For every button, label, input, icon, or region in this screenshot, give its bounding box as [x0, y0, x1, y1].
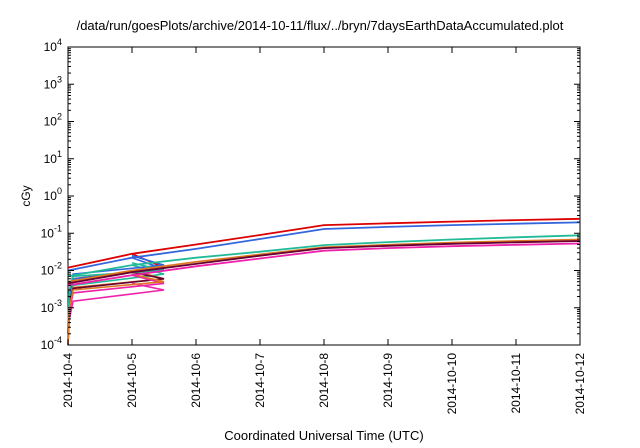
x-tick-label: 2014-10-8	[317, 353, 331, 408]
x-tick-label: 2014-10-10	[445, 353, 459, 415]
series-line	[67, 240, 581, 285]
y-axis: 10-4 10-3 10-2 10-1 100 101 102 103 104	[41, 37, 580, 352]
y-tick-label: 10-2	[41, 261, 62, 278]
y-tick-label: 10-3	[41, 298, 62, 315]
x-tick-label: 2014-10-7	[253, 353, 267, 408]
series-line	[67, 221, 581, 272]
x-tick-label: 2014-10-12	[573, 353, 587, 415]
x-tick-label: 2014-10-5	[125, 353, 139, 408]
y-axis-label: cGy	[19, 185, 33, 206]
y-tick-label: 100	[44, 186, 62, 203]
x-axis: 2014-10-4 2014-10-5 2014-10-6 2014-10-7 2014…	[61, 47, 587, 414]
y-tick-label: 101	[44, 149, 62, 166]
series-line	[67, 217, 581, 269]
series-line	[67, 234, 581, 278]
y-tick-label: 102	[44, 112, 62, 129]
startup-curve	[67, 273, 165, 346]
y-tick-label: 10-4	[41, 335, 62, 352]
series-group	[67, 217, 581, 346]
y-tick-label: 10-1	[41, 223, 62, 240]
y-tick-label: 104	[44, 37, 62, 54]
plot-frame	[67, 46, 581, 346]
x-tick-label: 2014-10-9	[381, 353, 395, 408]
y-tick-label: 103	[44, 74, 62, 91]
x-tick-label: 2014-10-6	[189, 353, 203, 408]
x-tick-label: 2014-10-11	[509, 353, 523, 414]
x-tick-label: 2014-10-4	[61, 353, 75, 408]
series-line	[67, 242, 581, 287]
chart-title: /data/run/goesPlots/archive/2014-10-11/f…	[76, 18, 564, 33]
x-axis-label: Coordinated Universal Time (UTC)	[224, 428, 424, 443]
